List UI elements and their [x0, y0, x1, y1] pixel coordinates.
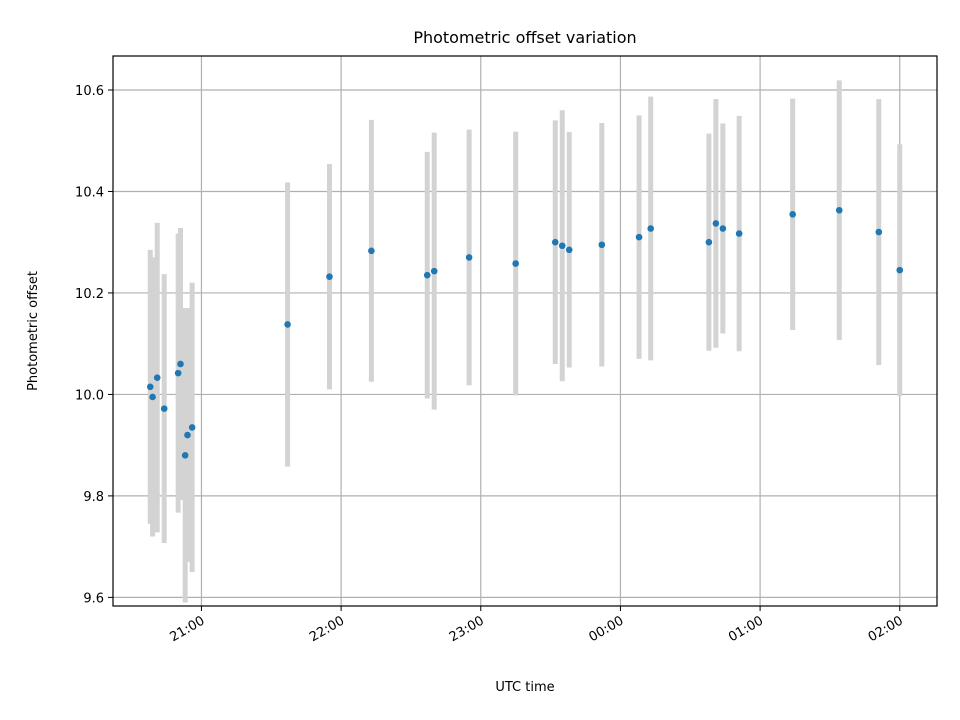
data-point	[835, 206, 843, 214]
data-point	[635, 233, 643, 241]
y-tick-label: 9.6	[83, 591, 104, 606]
data-point	[789, 211, 796, 218]
data-point	[284, 321, 291, 328]
data-point	[512, 260, 519, 267]
data-point	[896, 266, 904, 274]
x-axis-label: UTC time	[495, 680, 554, 695]
data-point	[558, 242, 566, 250]
data-point	[551, 238, 559, 246]
data-point	[423, 271, 431, 279]
y-tick-label: 10.6	[75, 84, 104, 99]
data-point	[647, 225, 654, 232]
data-point	[174, 369, 182, 377]
data-point	[146, 383, 154, 391]
data-point	[735, 230, 743, 237]
data-point	[326, 273, 333, 281]
y-axis-ticks: 9.6 9.8 10.0 10.2 10.4 10.6	[75, 84, 113, 606]
data-point	[177, 360, 184, 368]
y-axis-label: Photometric offset	[26, 271, 41, 391]
data-points	[146, 206, 904, 459]
data-point	[188, 424, 196, 431]
x-axis-ticks: 21:00 22:00 23:00 00:00 01:00 02:00	[168, 606, 906, 645]
data-point	[719, 225, 727, 232]
data-point	[875, 228, 883, 236]
data-point	[598, 241, 606, 249]
data-point	[565, 246, 573, 254]
data-point	[705, 238, 713, 246]
data-point	[153, 374, 161, 381]
data-point	[465, 254, 473, 261]
y-tick-label: 10.2	[75, 287, 104, 302]
data-point	[368, 247, 375, 255]
data-point	[712, 220, 720, 227]
y-tick-label: 10.0	[75, 388, 104, 403]
data-point	[160, 405, 168, 412]
data-point	[430, 267, 438, 275]
data-point	[149, 393, 156, 401]
plot-frame	[112, 55, 938, 607]
data-point	[184, 431, 191, 439]
y-tick-label: 9.8	[83, 490, 104, 505]
y-tick-label: 10.4	[75, 185, 104, 200]
data-point	[181, 452, 189, 459]
chart-title: Photometric offset variation	[413, 28, 636, 47]
